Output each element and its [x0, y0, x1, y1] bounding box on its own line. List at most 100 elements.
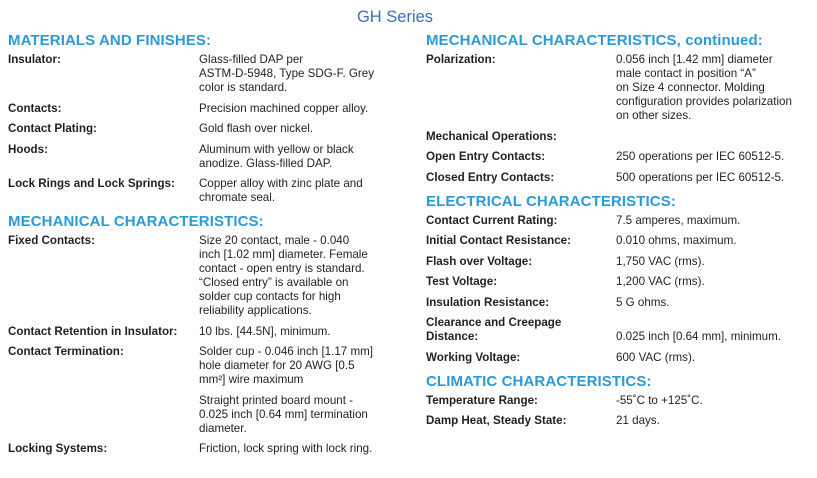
- spec-value-line: “Closed entry” is available on: [199, 276, 349, 289]
- spec-label-line: Temperature Range:: [426, 393, 538, 407]
- spec-value: Precision machined copper alloy.: [199, 102, 368, 116]
- spec-value: 600 VAC (rms).: [616, 351, 695, 365]
- spec-value: Copper alloy with zinc plate and chromate…: [199, 177, 363, 205]
- spec-row: Polarization: 0.056 inch [1.42 mm] diamet…: [426, 53, 811, 123]
- spec-row: Locking Systems: Friction, lock spring wi…: [8, 442, 408, 456]
- section-heading: MATERIALS AND FINISHES:: [8, 32, 212, 49]
- spec-value: 10 lbs. [44.5N], minimum.: [199, 325, 330, 339]
- spec-label: Temperature Range:: [426, 394, 616, 408]
- spec-value: 0.010 ohms, maximum.: [616, 234, 737, 248]
- spec-value: 0.056 inch [1.42 mm] diameter male contac…: [616, 53, 792, 123]
- spec-row: Straight printed board mount -0.025 inch…: [8, 394, 408, 436]
- spec-row: Flash over Voltage: 1,750 VAC (rms).: [426, 255, 811, 269]
- spec-label: Lock Rings and Lock Springs:: [8, 177, 199, 205]
- spec-value-line: 500 operations per IEC 60512-5.: [616, 170, 785, 184]
- spec-value-line: Gold flash over nickel.: [199, 122, 314, 135]
- spec-row: Contacts: Precision machined copper alloy…: [8, 102, 408, 116]
- spec-label-line: Clearance and Creepage: [426, 316, 562, 329]
- spec-label: Test Voltage:: [426, 275, 616, 289]
- spec-value-line: 0.025 inch [0.64 mm] termination: [199, 407, 368, 421]
- spec-value-line: ASTM-D-5948, Type SDG-F. Grey: [199, 67, 375, 80]
- spec-value: 7.5 amperes, maximum.: [616, 214, 740, 228]
- spec-label-line: Contact Termination:: [8, 345, 124, 358]
- spec-label-line: Contact Retention in Insulator:: [8, 324, 178, 338]
- spec-row: Mechanical Operations:: [426, 130, 811, 144]
- spec-label: Damp Heat, Steady State:: [426, 414, 616, 428]
- spec-value-line: Copper alloy with zinc plate and: [199, 177, 363, 190]
- spec-value-line: Size 20 contact, male - 0.040: [199, 234, 350, 247]
- spec-row: Insulator: Glass-filled DAP per ASTM-D-594…: [8, 53, 408, 95]
- spec-label-line: Contact Plating:: [8, 122, 97, 135]
- spec-label-line: Damp Heat, Steady State:: [426, 414, 567, 427]
- spec-value-line: -55˚C to +125˚C.: [616, 393, 703, 407]
- spec-label: Hoods:: [8, 143, 199, 171]
- spec-value-line: 0.056 inch [1.42 mm] diameter: [616, 53, 773, 66]
- spec-label-line: Working Voltage:: [426, 350, 521, 364]
- spec-value: 250 operations per IEC 60512-5.: [616, 150, 784, 164]
- spec-value-line: 10 lbs. [44.5N], minimum.: [199, 324, 331, 338]
- section-heading: ELECTRICAL CHARACTERISTICS:: [426, 192, 676, 210]
- spec-row: Open Entry Contacts: 250 operations per I…: [426, 150, 811, 164]
- section-heading: CLIMATIC CHARACTERISTICS:: [426, 372, 652, 390]
- spec-label: Closed Entry Contacts:: [426, 171, 616, 185]
- spec-value: 1,200 VAC (rms).: [616, 275, 705, 289]
- spec-value-line: Friction, lock spring with lock ring.: [199, 442, 373, 455]
- spec-label: Contact Current Rating:: [426, 214, 616, 228]
- spec-row: Contact Plating: Gold flash over nickel.: [8, 122, 408, 136]
- section-heading: MECHANICAL CHARACTERISTICS, continued:: [426, 32, 763, 49]
- spec-value-line: contact - open entry is standard.: [199, 262, 365, 275]
- spec-label-line: [8, 394, 199, 408]
- spec-label-line: Distance:: [426, 330, 479, 343]
- spec-row: Test Voltage: 1,200 VAC (rms).: [426, 275, 811, 289]
- spec-label: Working Voltage:: [426, 351, 616, 365]
- spec-value-line: Precision machined copper alloy.: [199, 101, 369, 115]
- spec-label-line: Locking Systems:: [8, 442, 108, 455]
- spec-value: Size 20 contact, male - 0.040 inch [1.02 …: [199, 234, 368, 318]
- spec-section-materials-and-finishes: MATERIALS AND FINISHES: Insulator: Glass-f…: [8, 31, 408, 205]
- spec-label-line: Contact Current Rating:: [426, 213, 558, 227]
- spec-value: Straight printed board mount -0.025 inch…: [199, 394, 368, 436]
- spec-value-line: solder cup contacts for high: [199, 290, 341, 303]
- spec-row: Contact Termination: Solder cup - 0.046 i…: [8, 345, 408, 387]
- spec-label: Contact Termination:: [8, 345, 199, 387]
- spec-label-line: Insulator:: [8, 53, 61, 66]
- spec-label: Contact Retention in Insulator:: [8, 325, 199, 339]
- spec-label: Insulation Resistance:: [426, 296, 616, 310]
- spec-value-line: 7.5 amperes, maximum.: [616, 213, 741, 227]
- spec-label: Clearance and Creepage Distance:: [426, 316, 616, 344]
- spec-value-line: 0.025 inch [0.64 mm], minimum.: [616, 330, 781, 343]
- spec-label-line: Contacts:: [8, 101, 62, 115]
- spec-label-line: Initial Contact Resistance:: [426, 234, 571, 247]
- spec-label-line: Closed Entry Contacts:: [426, 170, 555, 184]
- spec-label: Mechanical Operations:: [426, 130, 616, 144]
- spec-value-line: color is standard.: [199, 81, 288, 94]
- spec-value: 0.025 inch [0.64 mm], minimum.: [616, 330, 781, 344]
- spec-label: Polarization:: [426, 53, 616, 123]
- spec-value-line: 1,750 VAC (rms).: [616, 254, 705, 268]
- spec-value-line: on Size 4 connector. Molding: [616, 81, 765, 94]
- spec-value-line: configuration provides polarization: [616, 95, 792, 108]
- right-column: MECHANICAL CHARACTERISTICS, continued: Po…: [426, 31, 811, 435]
- spec-value-line: 21 days.: [616, 414, 660, 427]
- spec-value-line: Straight printed board mount -: [199, 393, 354, 407]
- spec-value-line: Aluminum with yellow or black: [199, 142, 354, 156]
- spec-row: Initial Contact Resistance: 0.010 ohms, m…: [426, 234, 811, 248]
- spec-row: Hoods: Aluminum with yellow or black anodi…: [8, 143, 408, 171]
- spec-value-line: Solder cup - 0.046 inch [1.17 mm]: [199, 345, 373, 358]
- spec-label: Flash over Voltage:: [426, 255, 616, 269]
- spec-value-line: 0.010 ohms, maximum.: [616, 234, 737, 247]
- document-title: GH Series: [356, 8, 434, 26]
- spec-row: Working Voltage: 600 VAC (rms).: [426, 351, 811, 365]
- spec-row: Contact Retention in Insulator: 10 lbs. […: [8, 325, 408, 339]
- spec-label: Initial Contact Resistance:: [426, 234, 616, 248]
- spec-row: Insulation Resistance: 5 G ohms.: [426, 296, 811, 310]
- spec-value-line: chromate seal.: [199, 191, 276, 204]
- spec-value: 1,750 VAC (rms).: [616, 255, 705, 269]
- spec-value-line: male contact in position “A”: [616, 67, 756, 80]
- spec-value-line: 5 G ohms.: [616, 295, 670, 309]
- spec-label-line: Hoods:: [8, 142, 48, 156]
- spec-value-line: Glass-filled DAP per: [199, 53, 304, 66]
- spec-value: 5 G ohms.: [616, 296, 669, 310]
- spec-row: Damp Heat, Steady State: 21 days.: [426, 414, 811, 428]
- spec-value-line: 600 VAC (rms).: [616, 350, 696, 364]
